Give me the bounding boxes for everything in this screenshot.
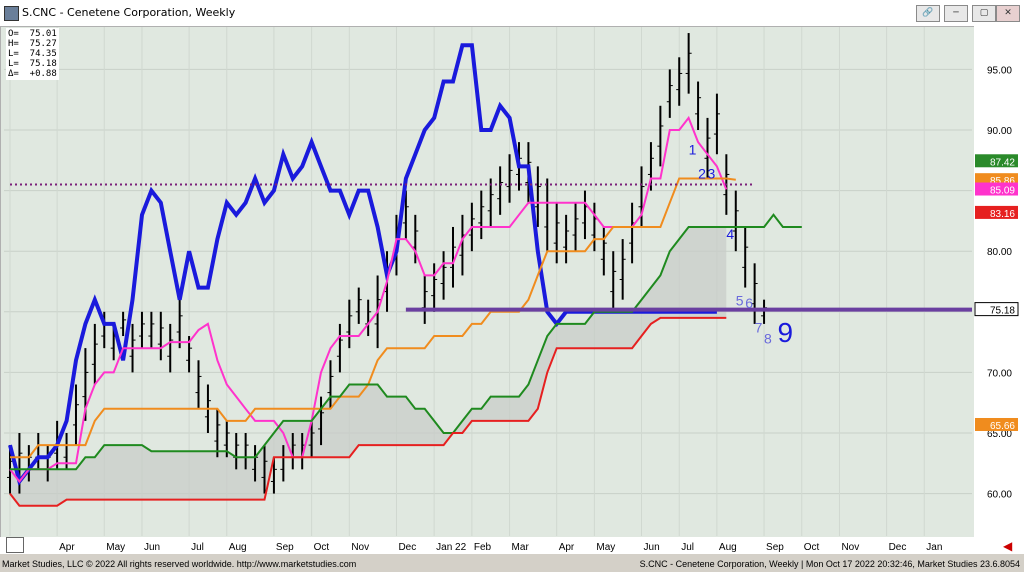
app-icon [4,6,19,21]
count-label-1: 1 [689,141,697,157]
plot-area[interactable] [0,26,976,539]
price-badge-2 [975,182,1018,196]
y-tick-label-4: 80.00 [987,247,1012,258]
copyright-text: Market Studies, LLC © 2022 All rights re… [2,559,357,569]
x-tick-label-11: Feb [474,542,492,553]
y-tick-label-1: 65.00 [987,429,1012,440]
ohlc-readout: O= 75.01 H= 75.27 L= 74.35 L= 75.18 Δ= +… [6,28,59,80]
minimize-button[interactable]: ─ [944,5,968,22]
x-tick-label-10: Jan 22 [436,542,466,553]
maximize-button[interactable]: ▢ [972,5,996,22]
price-badge-label-1: 85.86 [990,176,1015,187]
x-tick-label-16: Jul [681,542,694,553]
ohlc-low: L= 74.35 [8,49,57,59]
status-info: S.CNC - Cenetene Corporation, Weekly | M… [639,559,1020,569]
x-tick-label-7: Oct [314,542,330,553]
y-tick-label-6: 90.00 [987,126,1012,137]
x-tick-label-22: Jan [926,542,942,553]
y-tick-label-7: 95.00 [987,65,1012,76]
count-label-2: 2 [698,165,706,181]
x-tick-label-3: Jun [144,542,160,553]
x-tick-label-19: Oct [804,542,820,553]
x-tick-label-5: Aug [229,542,247,553]
cloud-area [10,227,727,506]
status-bar: Market Studies, LLC © 2022 All rights re… [0,557,1024,572]
count-label-3: 3 [707,165,715,181]
corner-box[interactable] [6,537,24,553]
count-label-7: 7 [755,319,763,335]
y-tick-label-0: 60.00 [987,490,1012,501]
ohlc-open: O= 75.01 [8,29,57,39]
count-label-9: 9 [777,317,793,348]
count-label-8: 8 [764,330,772,346]
y-tick-label-2: 70.00 [987,368,1012,379]
price-badge-0 [975,154,1018,168]
price-badge-label-3: 83.16 [990,209,1015,220]
price-badge-4 [974,302,1019,317]
x-tick-label-8: Nov [351,542,369,553]
ohlc-last: L= 75.18 [8,59,57,69]
price-badge-5 [975,417,1018,431]
close-button[interactable]: ✕ [996,5,1020,22]
price-axis [974,26,1024,537]
x-tick-label-13: Apr [559,542,575,553]
ohlc-change: Δ= +0.88 [8,69,57,79]
x-tick-label-9: Dec [398,542,416,553]
count-label-4: 4 [726,226,734,242]
link-button[interactable]: 🔗 [916,5,940,22]
scroll-left-arrow-icon[interactable]: ◀ [1003,539,1013,553]
x-tick-label-4: Jul [191,542,204,553]
x-tick-label-15: Jun [644,542,660,553]
x-tick-label-18: Sep [766,542,784,553]
price-badge-label-2: 85.09 [990,186,1015,197]
time-axis [0,537,1024,554]
series-line-4 [9,316,727,507]
series-line-3 [10,213,802,471]
x-tick-label-1: Apr [59,542,75,553]
x-tick-label-20: Nov [841,542,859,553]
series-line-2 [10,177,736,459]
x-tick-label-12: Mar [512,542,530,553]
ohlc-high: H= 75.27 [8,39,57,49]
x-tick-label-14: May [596,542,615,553]
x-tick-label-2: May [106,542,125,553]
window-title: S.CNC - Cenetene Corporation, Weekly [22,6,236,19]
x-tick-label-6: Sep [276,542,294,553]
x-tick-label-17: Aug [719,542,737,553]
price-badge-label-5: 65.66 [990,421,1015,432]
count-label-5: 5 [736,293,744,309]
price-badge-label-0: 87.42 [990,157,1015,168]
series-line-1 [9,115,728,484]
price-badge-label-4: 75.18 [990,306,1015,317]
price-badge-3 [975,205,1018,219]
count-label-6: 6 [745,295,753,311]
x-tick-label-21: Dec [889,542,907,553]
